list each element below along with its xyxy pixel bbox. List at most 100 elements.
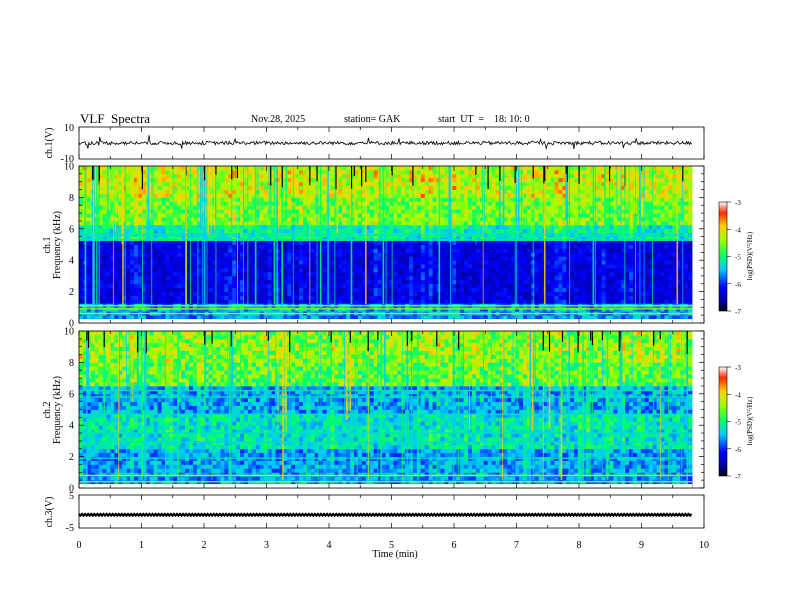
- spectrogram-cell: [385, 299, 390, 304]
- spectrogram-cell: [550, 271, 555, 277]
- spectrogram-cell: [236, 295, 241, 300]
- spectrogram-cell: [110, 166, 115, 171]
- spectrogram-cell: [475, 271, 481, 277]
- spectrogram-cell: [102, 181, 107, 187]
- spectrogram-cell: [240, 268, 245, 273]
- ch1-spectrogram-image: [79, 166, 693, 324]
- spectrogram-cell: [554, 315, 559, 320]
- spectrogram-cell: [389, 205, 394, 210]
- spectrogram-cell: [130, 205, 135, 210]
- spectrogram-cell: [169, 240, 174, 245]
- spectrogram-cell: [491, 177, 496, 183]
- spectrogram-cell: [322, 275, 327, 281]
- spectrogram-cell: [519, 166, 524, 171]
- spectrogram-cell: [357, 173, 363, 179]
- spectrogram-cell: [523, 295, 528, 300]
- spectrogram-cell: [216, 217, 221, 222]
- spectrogram-cell: [173, 173, 178, 179]
- spectrogram-cell: [247, 173, 253, 179]
- spectrogram-cell: [306, 244, 312, 249]
- spectrogram-cell: [228, 268, 233, 273]
- spectrogram-cell: [342, 213, 347, 218]
- spectrogram-cell: [526, 197, 532, 202]
- spectrogram-cell: [499, 220, 504, 226]
- spectrogram-cell: [452, 224, 457, 230]
- spectrogram-cell: [161, 260, 166, 265]
- spectrogram-cell: [145, 271, 151, 277]
- ch1-ytick-top: 10: [64, 123, 74, 134]
- spectrogram-cell: [471, 189, 477, 194]
- spectrogram-cell: [409, 197, 414, 202]
- spectrogram-cell: [495, 166, 500, 171]
- spectrogram-cell: [550, 197, 555, 202]
- spectrogram-cell: [440, 217, 445, 222]
- spectrogram-cell: [546, 213, 551, 218]
- spectrogram-cell: [495, 173, 500, 179]
- spectrogram-cell: [259, 193, 265, 198]
- spectrogram-cell: [487, 185, 492, 190]
- spectrogram-cell: [310, 260, 316, 265]
- spectrogram-cell: [236, 271, 241, 277]
- spectrogram-cell: [98, 173, 103, 179]
- spectrogram-cell: [373, 169, 379, 175]
- spectrogram-cell: [86, 220, 92, 226]
- spectrogram-cell: [228, 295, 233, 300]
- spectrogram-cell: [86, 224, 92, 230]
- spectrogram-cell: [212, 299, 217, 304]
- spectrogram-cell: [153, 275, 158, 281]
- spectrogram-cell: [475, 248, 481, 253]
- spectrogram-cell: [487, 217, 492, 222]
- spectrogram-cell: [310, 169, 316, 175]
- spectrogram-cell: [503, 224, 508, 230]
- spectrogram-cell: [440, 220, 445, 226]
- spectrogram-cell: [224, 240, 229, 245]
- spectrogram-cell: [428, 244, 434, 249]
- spectrogram-cell: [240, 287, 245, 292]
- spectrogram-cell: [263, 256, 269, 261]
- spectrogram-cell: [475, 201, 481, 206]
- spectrogram-cell: [554, 236, 559, 241]
- spectrogram-cell: [405, 185, 410, 190]
- spectrogram-cell: [491, 201, 496, 206]
- spectrogram-cell: [515, 264, 520, 269]
- spectrogram-cell: [287, 252, 292, 257]
- spectrogram-cell: [295, 256, 300, 261]
- spectrogram-cell: [247, 193, 253, 198]
- spectrogram-cell: [130, 279, 135, 285]
- spectrogram-cell: [393, 260, 398, 265]
- spectrogram-cell: [420, 177, 426, 183]
- spectrogram-cell: [424, 256, 430, 261]
- spectrogram-cell: [141, 236, 147, 241]
- spectrogram-cell: [306, 252, 312, 257]
- spectrogram-cell: [295, 169, 300, 175]
- spectrogram-cell: [354, 205, 359, 210]
- spectrogram-cell: [161, 236, 166, 241]
- spectrogram-cell: [134, 228, 139, 234]
- spectrogram-cell: [487, 169, 492, 175]
- spectrogram-cell: [86, 166, 92, 171]
- spectrogram-cell: [416, 169, 422, 175]
- spectrogram-cell: [114, 252, 119, 257]
- spectrogram-cell: [216, 173, 221, 179]
- spectrogram-cell: [173, 169, 178, 175]
- spectrogram-cell: [452, 291, 457, 296]
- spectrogram-cell: [519, 217, 524, 222]
- spectrogram-cell: [507, 271, 512, 277]
- spectrogram-cell: [106, 268, 111, 273]
- spectrogram-cell: [259, 279, 265, 285]
- spectrogram-cell: [106, 173, 111, 179]
- spectrogram-cell: [519, 264, 524, 269]
- spectrogram-cell: [503, 299, 508, 304]
- spectrogram-cell: [550, 193, 555, 198]
- spectrogram-cell: [220, 256, 225, 261]
- spectrogram-cell: [432, 213, 437, 218]
- spectrogram-cell: [86, 283, 92, 289]
- spectrogram-cell: [259, 189, 265, 194]
- spectrogram-cell: [409, 236, 414, 241]
- spectrogram-cell: [192, 240, 198, 245]
- spectrogram-cell: [86, 217, 92, 222]
- spectrogram-cell: [369, 244, 375, 249]
- spectrogram-cell: [322, 189, 327, 194]
- spectrogram-cell: [161, 169, 166, 175]
- spectrogram-cell: [130, 275, 135, 281]
